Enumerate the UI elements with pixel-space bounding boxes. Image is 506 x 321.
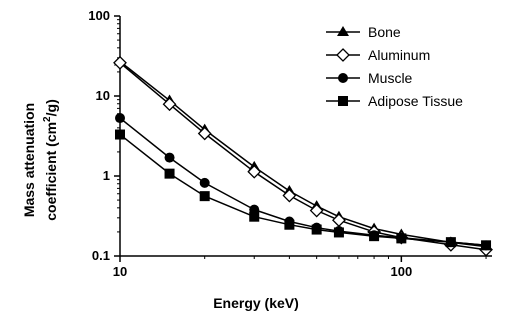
legend-item-adipose-tissue: Adipose Tissue [326,93,463,109]
legend-item-aluminum: Aluminum [326,47,430,63]
data-point-adipose-tissue [333,227,344,238]
data-point-aluminum [113,55,127,70]
y-axis-title-line1: Mass attenuation [21,103,37,217]
data-point-muscle [199,177,210,188]
legend-marker-muscle [338,73,348,83]
data-point-adipose-tissue [115,129,125,140]
legend-label: Adipose Tissue [368,93,463,109]
data-point-aluminum [309,203,324,218]
legend-label: Muscle [368,70,413,86]
data-point-adipose-tissue [199,191,210,202]
series-muscle [115,113,492,251]
legend-marker-aluminum [336,48,350,62]
series-line-bone [119,60,487,248]
data-point-aluminum [282,188,297,203]
x-tick-label: 10 [113,264,127,279]
series-adipose-tissue [115,129,492,251]
y-tick-label: 100 [88,8,110,23]
y-tick-label: 10 [96,88,110,103]
data-point-adipose-tissue [396,233,407,244]
legend-marker-bone [337,26,349,36]
legend-item-muscle: Muscle [326,70,413,86]
series-line-muscle [119,117,487,247]
plot-area: 0.1 1 10 100 10 100 [88,8,493,279]
data-point-adipose-tissue [369,231,380,242]
data-point-aluminum [332,213,346,228]
y-tick-label: 1 [103,168,110,183]
data-point-adipose-tissue [249,211,260,222]
data-point-adipose-tissue [445,237,456,248]
y-axis-title: Mass attenuation coefficient (cm2/g) [21,99,59,220]
data-point-aluminum [247,164,262,179]
y-tick-label: 0.1 [92,248,110,263]
data-point-adipose-tissue [481,240,492,251]
x-axis-title: Energy (keV) [213,295,299,311]
data-point-aluminum [162,97,177,112]
data-point-muscle [164,152,175,163]
legend-item-bone: Bone [326,24,401,40]
series-layer [113,55,493,257]
data-point-adipose-tissue [284,219,295,230]
legend: Bone Aluminum Muscle Adipose Tissue [326,24,463,109]
legend-label: Bone [368,24,401,40]
legend-label: Aluminum [368,47,430,63]
x-tick-label: 100 [390,264,412,279]
data-point-muscle [115,113,125,124]
data-point-aluminum [197,126,212,141]
series-line-adipose-tissue [119,133,487,247]
y-axis-title-line2: coefficient (cm2/g) [42,99,59,220]
data-point-adipose-tissue [311,224,322,235]
series-line-aluminum [119,62,487,251]
legend-marker-adipose-tissue [338,96,348,106]
data-point-adipose-tissue [164,168,175,179]
